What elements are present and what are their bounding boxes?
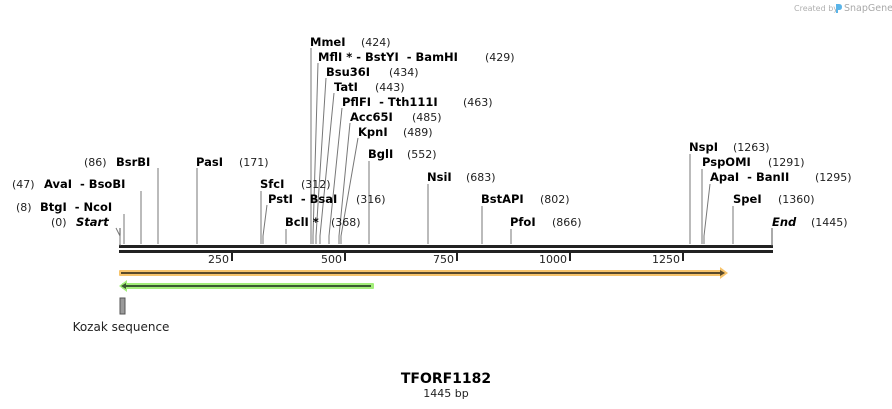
- site-kpni[interactable]: KpnI (489): [358, 125, 433, 139]
- svg-text:PfoI: PfoI: [510, 215, 536, 229]
- site-end[interactable]: End (1445): [772, 215, 848, 229]
- svg-text:ApaI - BanII: ApaI - BanII: [710, 170, 789, 184]
- map-title: TFORF1182: [401, 371, 491, 387]
- site-start[interactable]: (0) Start: [51, 215, 109, 229]
- svg-text:(8): (8): [16, 201, 32, 214]
- site-btgi-ncoi[interactable]: (8) BtgI - NcoI: [16, 200, 112, 214]
- svg-text:KpnI: KpnI: [358, 125, 388, 139]
- restriction-sites: (0) Start (8) BtgI - NcoI (47) AvaI - Bs…: [12, 35, 852, 229]
- svg-text:(368): (368): [331, 216, 361, 229]
- site-pasi[interactable]: PasI (171): [196, 155, 269, 169]
- tick-250: 250: [208, 253, 229, 266]
- credit-prefix: Created by: [794, 4, 838, 13]
- tick-1250: 1250: [652, 253, 680, 266]
- site-psti-bsai[interactable]: PstI - BsaI (316): [268, 192, 386, 206]
- kozak-label: Kozak sequence: [73, 320, 170, 334]
- site-avai-bsobi[interactable]: (47) AvaI - BsoBI: [12, 177, 125, 191]
- snapgene-credit: Created by SnapGene: [794, 3, 892, 14]
- site-sfci[interactable]: SfcI (312): [260, 177, 331, 191]
- ruler: 250 500 750 1000 1250: [208, 253, 684, 266]
- credit-brand: SnapGene: [844, 3, 892, 14]
- site-pspomi[interactable]: PspOMI (1291): [702, 155, 805, 169]
- svg-text:(1295): (1295): [815, 171, 852, 184]
- svg-text:(463): (463): [463, 96, 493, 109]
- svg-text:TatI: TatI: [334, 80, 358, 94]
- svg-text:(1263): (1263): [733, 141, 770, 154]
- site-bgli[interactable]: BglI (552): [368, 147, 437, 161]
- svg-text:(683): (683): [466, 171, 496, 184]
- tick-500: 500: [321, 253, 342, 266]
- svg-text:BclI *: BclI *: [285, 215, 319, 229]
- feature-orf-reverse[interactable]: [119, 280, 374, 292]
- svg-text:Acc65I: Acc65I: [350, 110, 393, 124]
- map-length: 1445 bp: [423, 387, 468, 400]
- tick-1000: 1000: [539, 253, 567, 266]
- svg-text:PspOMI: PspOMI: [702, 155, 751, 169]
- sequence-backbone[interactable]: [119, 228, 773, 253]
- svg-text:(866): (866): [552, 216, 582, 229]
- svg-text:(802): (802): [540, 193, 570, 206]
- svg-text:BglI: BglI: [368, 147, 393, 161]
- svg-text:(485): (485): [412, 111, 442, 124]
- svg-text:(86): (86): [84, 156, 107, 169]
- svg-text:(316): (316): [356, 193, 386, 206]
- svg-text:BstAPI: BstAPI: [481, 192, 524, 206]
- svg-text:(1360): (1360): [778, 193, 815, 206]
- site-bsrbi[interactable]: (86) BsrBI: [84, 155, 150, 169]
- svg-text:BtgI - NcoI: BtgI - NcoI: [40, 200, 112, 214]
- svg-text:(552): (552): [407, 148, 437, 161]
- svg-text:(443): (443): [375, 81, 405, 94]
- svg-text:PstI - BsaI: PstI - BsaI: [268, 192, 337, 206]
- svg-text:NspI: NspI: [689, 140, 718, 154]
- svg-text:BsrBI: BsrBI: [116, 155, 150, 169]
- site-bsu36i[interactable]: Bsu36I (434): [326, 65, 419, 79]
- svg-text:MflI * - BstYI - BamHI: MflI * - BstYI - BamHI: [318, 50, 458, 64]
- svg-text:Bsu36I: Bsu36I: [326, 65, 370, 79]
- site-bcli[interactable]: BclI * (368): [285, 215, 361, 229]
- svg-text:PflFI - Tth111I: PflFI - Tth111I: [342, 95, 438, 109]
- svg-text:(424): (424): [361, 36, 391, 49]
- svg-text:(1445): (1445): [811, 216, 848, 229]
- snapgene-logo-icon: [836, 4, 842, 13]
- svg-text:NsiI: NsiI: [427, 170, 452, 184]
- feature-kozak-sequence[interactable]: Kozak sequence: [73, 297, 170, 334]
- svg-text:Start: Start: [76, 215, 109, 229]
- site-leader-lines: [115, 48, 734, 244]
- site-mfli-bstyi-bamhi[interactable]: MflI * - BstYI - BamHI (429): [318, 50, 515, 64]
- svg-text:(47): (47): [12, 178, 35, 191]
- site-pfoi[interactable]: PfoI (866): [510, 215, 582, 229]
- svg-text:(312): (312): [301, 178, 331, 191]
- svg-text:PasI: PasI: [196, 155, 223, 169]
- svg-text:(429): (429): [485, 51, 515, 64]
- svg-text:MmeI: MmeI: [310, 35, 346, 49]
- site-bstapi[interactable]: BstAPI (802): [481, 192, 570, 206]
- svg-text:End: End: [772, 215, 797, 229]
- site-apai-banii[interactable]: ApaI - BanII (1295): [710, 170, 852, 184]
- svg-text:(489): (489): [403, 126, 433, 139]
- tick-750: 750: [433, 253, 454, 266]
- svg-text:(171): (171): [239, 156, 269, 169]
- svg-text:AvaI - BsoBI: AvaI - BsoBI: [44, 177, 125, 191]
- site-tati[interactable]: TatI (443): [334, 80, 405, 94]
- site-nsii[interactable]: NsiI (683): [427, 170, 496, 184]
- arrow-right-icon: [720, 270, 725, 276]
- svg-text:SfcI: SfcI: [260, 177, 284, 191]
- site-acc65i[interactable]: Acc65I (485): [350, 110, 442, 124]
- site-nspi[interactable]: NspI (1263): [689, 140, 770, 154]
- svg-text:SpeI: SpeI: [733, 192, 762, 206]
- feature-orf-forward[interactable]: [119, 267, 728, 279]
- site-pflfi-tth111i[interactable]: PflFI - Tth111I (463): [342, 95, 493, 109]
- arrow-left-icon: [121, 283, 126, 289]
- site-mmei[interactable]: MmeI (424): [310, 35, 391, 49]
- svg-text:(1291): (1291): [768, 156, 805, 169]
- svg-text:(434): (434): [389, 66, 419, 79]
- svg-text:(0): (0): [51, 216, 67, 229]
- site-spei[interactable]: SpeI (1360): [733, 192, 815, 206]
